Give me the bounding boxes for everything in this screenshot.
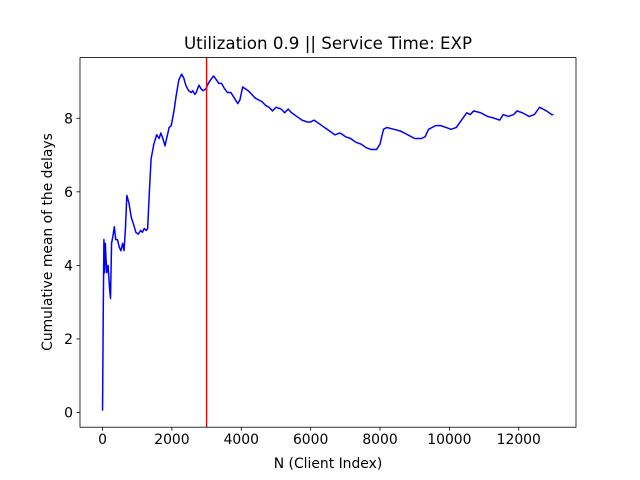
y-axis-label: Cumulative mean of the delays: [40, 133, 56, 351]
y-tick-label: 4: [64, 258, 73, 274]
x-tick-label: 2000: [154, 432, 189, 448]
plot-frame: [79, 57, 577, 428]
y-tick-label: 0: [64, 405, 73, 421]
x-tick-label: 6000: [293, 432, 328, 448]
y-tick-label: 2: [64, 332, 73, 348]
y-tick-label: 6: [64, 185, 73, 201]
x-tick-label: 4000: [224, 432, 259, 448]
y-tick-label: 8: [64, 111, 73, 127]
x-tick-label: 12000: [497, 432, 541, 448]
x-axis-label: N (Client Index): [274, 456, 383, 472]
chart-title: Utilization 0.9 || Service Time: EXP: [184, 33, 472, 53]
x-tick-label: 8000: [362, 432, 397, 448]
x-tick-label: 10000: [427, 432, 471, 448]
data-line: [101, 73, 554, 411]
x-tick-label: 0: [98, 432, 107, 448]
